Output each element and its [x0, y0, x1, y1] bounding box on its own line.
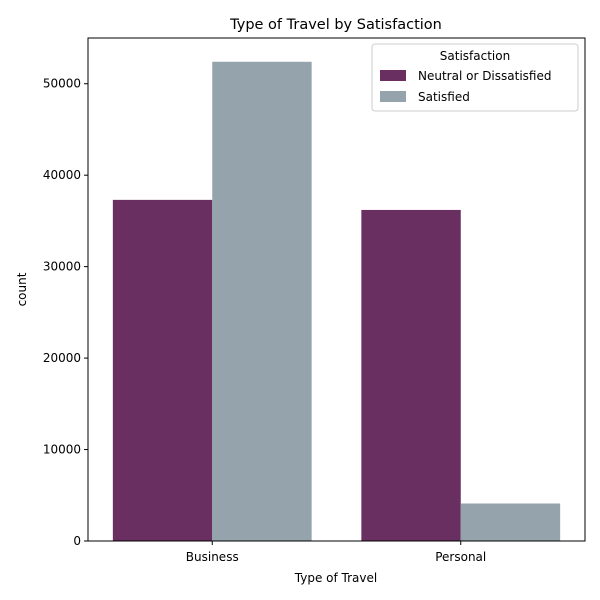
legend-swatch	[380, 70, 406, 81]
x-axis-label: Type of Travel	[294, 571, 377, 585]
chart-title: Type of Travel by Satisfaction	[229, 17, 442, 33]
bar	[460, 503, 561, 541]
bar	[112, 199, 213, 541]
y-axis-label: count	[15, 272, 29, 306]
legend-box	[371, 43, 579, 112]
legend-title: Satisfaction	[440, 49, 510, 63]
x-tick-label: Business	[186, 550, 239, 564]
legend-swatch	[380, 91, 406, 102]
y-tick-label: 20000	[43, 351, 81, 365]
plot-frame	[87, 37, 586, 542]
legend-label: Satisfied	[418, 90, 470, 104]
y-tick-label: 30000	[43, 260, 81, 274]
legend-label: Neutral or Dissatisfied	[418, 69, 551, 83]
y-tick-label: 50000	[43, 77, 81, 91]
y-axis: 0 10000 20000 30000 40000 50000	[43, 77, 88, 548]
plot-area	[112, 61, 561, 541]
y-tick-label: 0	[73, 534, 81, 548]
x-axis: Business Personal	[186, 541, 486, 564]
y-tick-label: 40000	[43, 168, 81, 182]
x-tick-label: Personal	[435, 550, 486, 564]
legend: Satisfaction Neutral or Dissatisfied Sati…	[371, 43, 579, 112]
bar	[361, 209, 461, 541]
y-tick-label: 10000	[43, 443, 81, 457]
bar	[212, 61, 312, 541]
